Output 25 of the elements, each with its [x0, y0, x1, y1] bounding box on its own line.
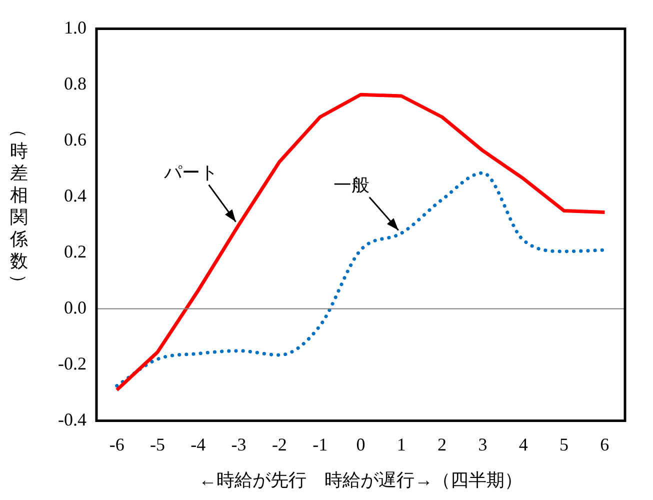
x-tick-label: -6 [109, 434, 124, 454]
x-tick-label: 0 [356, 434, 366, 454]
x-tick-label: 2 [438, 434, 447, 454]
x-axis-title: ←時給が先行 時給が遅行→（四半期） [198, 470, 523, 490]
x-tick-label: -2 [272, 434, 287, 454]
y-tick-label: -0.2 [58, 354, 86, 374]
x-tick-label: 1 [396, 434, 406, 454]
y-tick-label: 0.8 [64, 74, 86, 94]
y-tick-label: 0.2 [64, 242, 86, 262]
x-tick-label: 6 [600, 434, 610, 454]
x-tick-label: 5 [560, 434, 569, 454]
x-tick-label: -3 [231, 434, 246, 454]
y-tick-label: 1.0 [64, 18, 86, 38]
x-tick-label: 3 [478, 434, 488, 454]
x-tick-label: -5 [150, 434, 165, 454]
text: 一般 [333, 174, 370, 195]
y-tick-label: 0.6 [64, 130, 86, 150]
y-tick-label: 0.0 [64, 298, 86, 318]
x-tick-label: 4 [518, 434, 528, 454]
y-tick-label: -0.4 [58, 410, 86, 430]
y-tick-label: 0.4 [64, 186, 86, 206]
text: パート [162, 162, 218, 183]
x-tick-label: -4 [190, 434, 206, 454]
y-axis-title: （時差相関係数） [8, 120, 30, 292]
x-tick-label: -1 [312, 434, 328, 454]
